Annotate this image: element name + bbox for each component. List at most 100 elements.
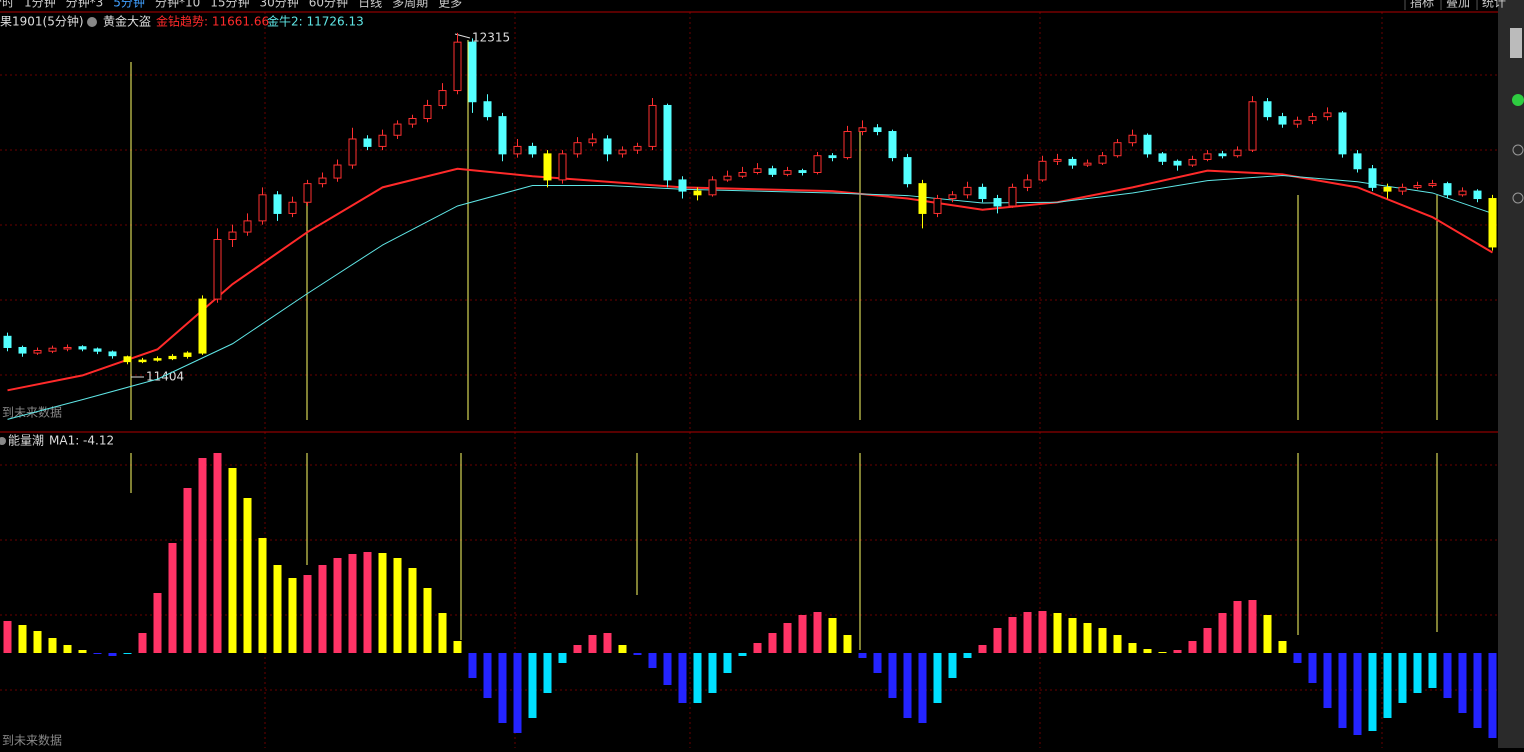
volume-bar (1488, 653, 1497, 738)
volume-bar (258, 538, 267, 653)
volume-bar (843, 635, 852, 653)
volume-bar (618, 645, 627, 653)
candle-body (798, 170, 807, 173)
candle-body (1383, 186, 1392, 192)
volume-bar (558, 653, 567, 663)
user-icon[interactable] (1512, 144, 1524, 156)
volume-bar (1278, 641, 1287, 653)
volume-bar (813, 612, 822, 653)
volume-bar (318, 565, 327, 653)
indicator-name: 黄金大盗 (103, 14, 151, 29)
volume-bar (678, 653, 687, 703)
avatar-icon[interactable] (1510, 28, 1522, 58)
candle-body (1008, 186, 1017, 207)
candle-body (618, 149, 627, 155)
candle-body (573, 142, 582, 155)
volume-bar (1098, 628, 1107, 653)
toolbar-tab[interactable]: 分钟*3 (66, 0, 104, 10)
high-annotation: 12315 (472, 31, 510, 45)
volume-bar (93, 653, 102, 654)
volume-bar (393, 558, 402, 653)
candle-body (33, 349, 42, 354)
dropdown-icon[interactable] (87, 17, 97, 27)
candle-body (1203, 153, 1212, 160)
candle-body (543, 153, 552, 181)
candle-body (513, 145, 522, 155)
candle-body (993, 198, 1002, 207)
candle-body (183, 352, 192, 357)
toolbar-tab[interactable]: 分时 (0, 0, 14, 10)
candle-body (243, 220, 252, 233)
toolbar-button[interactable]: 叠加 (1446, 0, 1470, 10)
candle-body (1398, 186, 1407, 192)
candle-body (738, 171, 747, 177)
candle-body (693, 190, 702, 196)
low-annotation: 11404 (146, 370, 184, 384)
toolbar-tab[interactable]: 更多 (438, 0, 462, 10)
candle-body (1038, 160, 1047, 181)
footer-note: 到未来数据 (2, 405, 62, 420)
candle-body (873, 127, 882, 133)
volume-bar (1443, 653, 1452, 698)
volume-bar (1053, 613, 1062, 653)
volume-bar (468, 653, 477, 678)
settings-icon[interactable] (1512, 192, 1524, 204)
dropdown-icon[interactable] (0, 437, 6, 445)
toolbar-tab[interactable]: 多周期 (392, 0, 428, 10)
toolbar-tab[interactable]: 日线 (358, 0, 382, 10)
volume-bar (1248, 600, 1257, 653)
candle-body (63, 346, 72, 350)
candle-body (423, 104, 432, 119)
candle-body (1173, 160, 1182, 166)
toolbar-button[interactable]: 统计 (1482, 0, 1506, 10)
toolbar-tab[interactable]: 30分钟 (260, 0, 299, 10)
volume-bar (1113, 635, 1122, 653)
candle-body (1458, 190, 1467, 196)
moving-average (7, 167, 1494, 392)
candle-body (153, 358, 162, 361)
candle-body (1338, 112, 1347, 155)
candle-body (1053, 158, 1062, 162)
volume-bar (1083, 623, 1092, 653)
volume-bar (693, 653, 702, 703)
volume-bar (378, 553, 387, 653)
volume-bar (978, 645, 987, 653)
volume-bar (1173, 650, 1182, 653)
volume-bar (903, 653, 912, 718)
toolbar-tab[interactable]: 15分钟 (210, 0, 249, 10)
volume-bar (63, 645, 72, 653)
toolbar-tab[interactable]: 分钟*10 (155, 0, 200, 10)
volume-bar (888, 653, 897, 698)
candle-body (1158, 153, 1167, 162)
candle-body (603, 138, 612, 155)
volume-bar (363, 552, 372, 653)
sub-title: 能量潮 (8, 433, 44, 448)
candle-body (303, 183, 312, 203)
candle-body (78, 346, 87, 350)
toolbar-tab[interactable]: 1分钟 (24, 0, 56, 10)
candle-body (468, 41, 477, 103)
candle-body (768, 168, 777, 175)
volume-bar (1158, 652, 1167, 653)
toolbar-button[interactable]: 指标 (1410, 0, 1434, 10)
volume-bar (708, 653, 717, 693)
candle-body (843, 131, 852, 159)
candle-body (588, 138, 597, 144)
candle-body (318, 177, 327, 185)
toolbar-tab[interactable]: 60分钟 (309, 0, 348, 10)
candle-body (1428, 183, 1437, 187)
volume-bar (873, 653, 882, 673)
volume-bar (738, 653, 747, 656)
volume-bar (243, 498, 252, 653)
volume-bar (108, 653, 117, 656)
toolbar-tab[interactable]: 5分钟 (113, 0, 145, 10)
volume-bar (858, 653, 867, 658)
volume-bar (918, 653, 927, 723)
signal-lines (130, 40, 1438, 650)
candle-body (1353, 153, 1362, 170)
chat-icon[interactable] (1512, 94, 1524, 106)
volume-bar (138, 633, 147, 653)
